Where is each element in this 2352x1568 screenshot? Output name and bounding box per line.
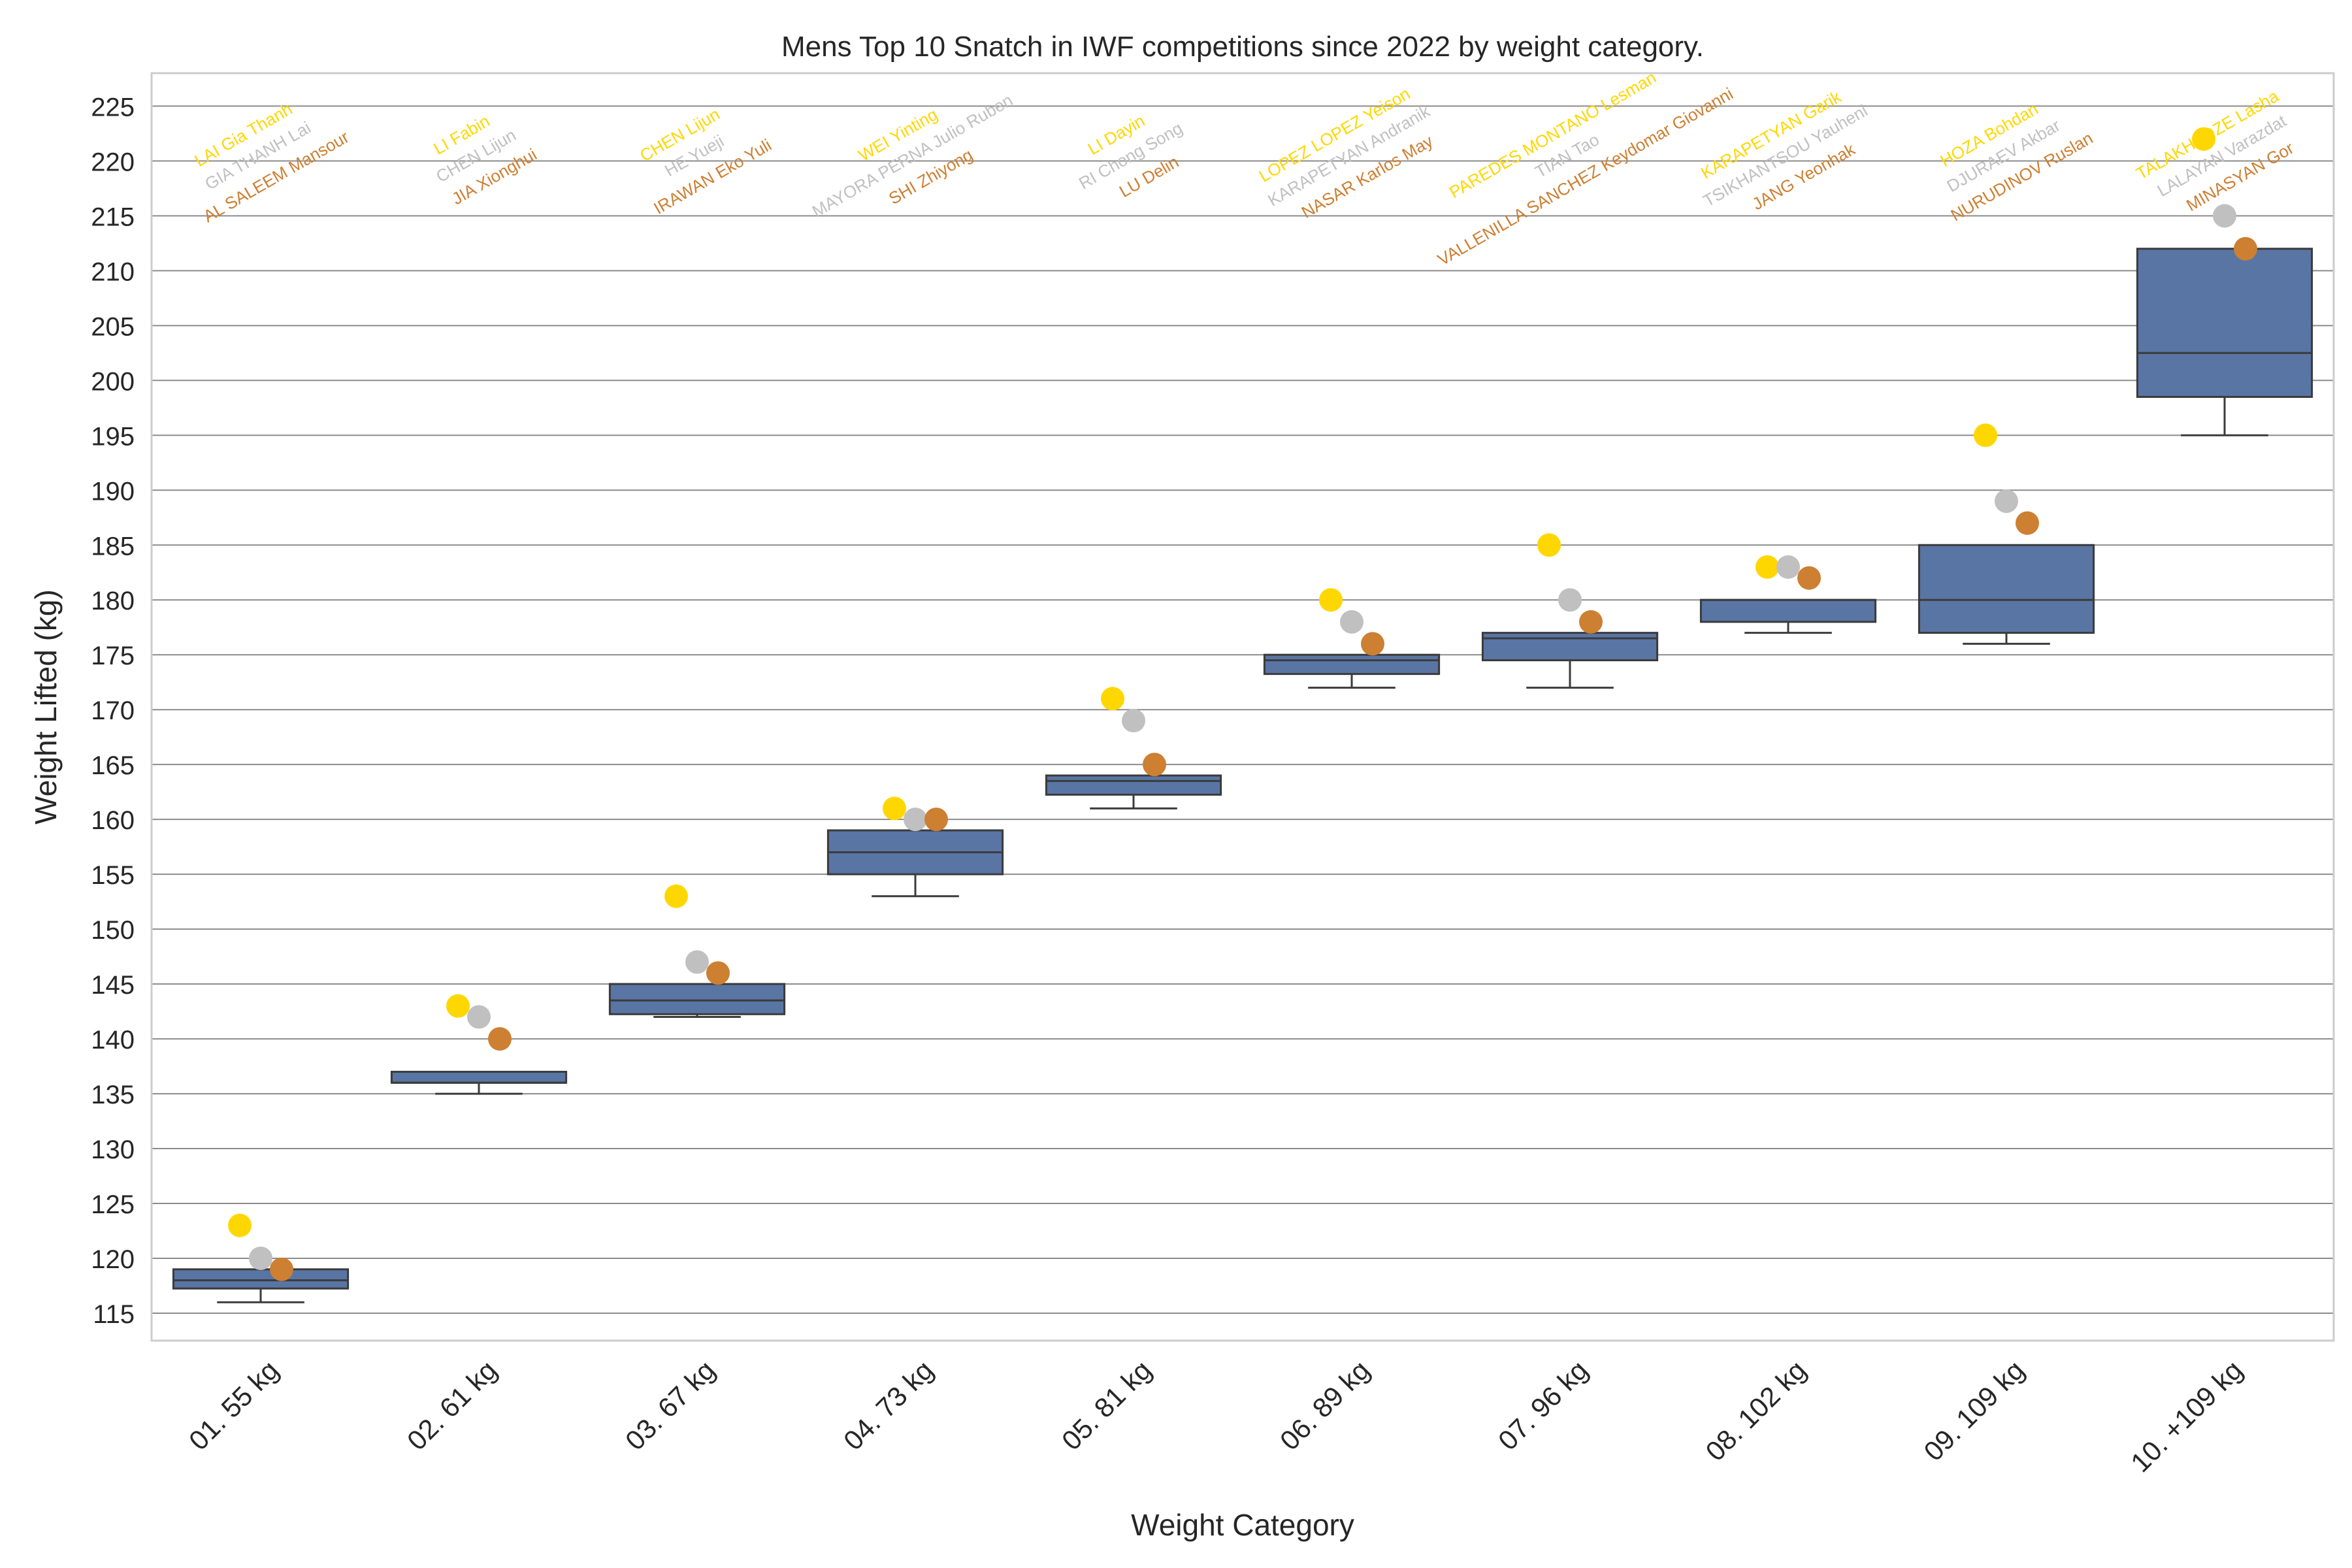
box-body xyxy=(390,1070,568,1084)
y-tick-label: 210 xyxy=(91,257,135,286)
box-plot xyxy=(390,1070,568,1095)
y-tick-label: 140 xyxy=(91,1026,135,1054)
medal-points xyxy=(228,127,2257,1281)
box-body xyxy=(2136,248,2313,398)
y-tick-label: 225 xyxy=(91,93,135,122)
gold-point xyxy=(1756,555,1779,579)
silver-point xyxy=(1340,610,1364,634)
gold-point xyxy=(1319,588,1343,612)
x-axis-label: Weight Category xyxy=(1131,1508,1354,1542)
box-body xyxy=(1481,632,1659,662)
y-tick-label: 155 xyxy=(91,861,135,890)
y-tick-label: 165 xyxy=(91,751,135,780)
y-tick-label: 125 xyxy=(91,1190,135,1219)
y-tick-label: 150 xyxy=(91,916,135,945)
silver-point xyxy=(685,950,709,974)
box-plot xyxy=(1918,544,2095,645)
box-plot xyxy=(826,829,1004,898)
box-body xyxy=(172,1268,350,1290)
gold-point xyxy=(228,1213,252,1237)
y-tick-label: 195 xyxy=(91,422,135,451)
box-body xyxy=(1263,653,1441,676)
y-tick-label: 115 xyxy=(93,1300,135,1329)
bronze-point xyxy=(270,1257,293,1281)
box-body xyxy=(1699,598,1877,623)
silver-point xyxy=(904,808,927,832)
silver-point xyxy=(467,1005,491,1029)
gold-point xyxy=(1101,687,1124,711)
bronze-point xyxy=(2234,237,2257,261)
gridlines xyxy=(152,105,2334,1315)
y-tick-label: 160 xyxy=(91,806,135,835)
silver-point xyxy=(1776,555,1800,579)
bronze-point xyxy=(1797,566,1821,590)
boxes xyxy=(172,248,2313,1303)
y-tick-label: 220 xyxy=(91,148,135,176)
y-tick-label: 175 xyxy=(91,642,135,670)
plot-frame xyxy=(150,72,2335,1342)
y-axis-label: Weight Lifted (kg) xyxy=(29,589,63,825)
silver-point xyxy=(2213,204,2236,228)
chart-title: Mens Top 10 Snatch in IWF competitions s… xyxy=(781,31,1704,63)
silver-point xyxy=(1122,708,1145,732)
y-tick-label: 205 xyxy=(91,312,135,341)
bronze-point xyxy=(2016,511,2039,535)
silver-point xyxy=(1995,489,2018,514)
box-plot xyxy=(1263,653,1441,689)
gold-point xyxy=(1974,423,1997,448)
gold-point xyxy=(2192,127,2215,151)
gold-point xyxy=(664,884,688,908)
bronze-point xyxy=(1361,632,1384,656)
y-tick-label: 120 xyxy=(91,1245,135,1274)
box-plot xyxy=(1481,632,1659,689)
y-tick-label: 200 xyxy=(91,367,135,396)
gold-point xyxy=(1537,533,1561,557)
gold-point xyxy=(446,994,470,1018)
bronze-point xyxy=(924,808,948,832)
y-tick-label: 180 xyxy=(91,587,135,615)
y-tick-label: 215 xyxy=(91,203,135,231)
box-body xyxy=(1045,774,1222,796)
bronze-point xyxy=(1579,610,1603,634)
box-plot xyxy=(172,1268,350,1303)
box-plot xyxy=(608,983,786,1019)
box-plot xyxy=(2136,248,2313,436)
box-body xyxy=(1918,544,2095,634)
y-tick-label: 185 xyxy=(91,532,135,561)
bronze-point xyxy=(706,961,730,985)
gold-point xyxy=(883,796,906,821)
y-tick-label: 130 xyxy=(91,1135,135,1164)
y-tick-label: 170 xyxy=(91,696,135,725)
y-tick-label: 145 xyxy=(91,971,135,1000)
silver-point xyxy=(1558,588,1582,612)
bronze-point xyxy=(1143,753,1166,777)
silver-point xyxy=(249,1247,272,1271)
box-plot xyxy=(1699,598,1877,634)
y-tick-label: 190 xyxy=(91,477,135,506)
box-plot xyxy=(1045,774,1222,809)
y-tick-label: 135 xyxy=(91,1081,135,1109)
bronze-point xyxy=(488,1027,512,1051)
box-body xyxy=(608,983,786,1015)
